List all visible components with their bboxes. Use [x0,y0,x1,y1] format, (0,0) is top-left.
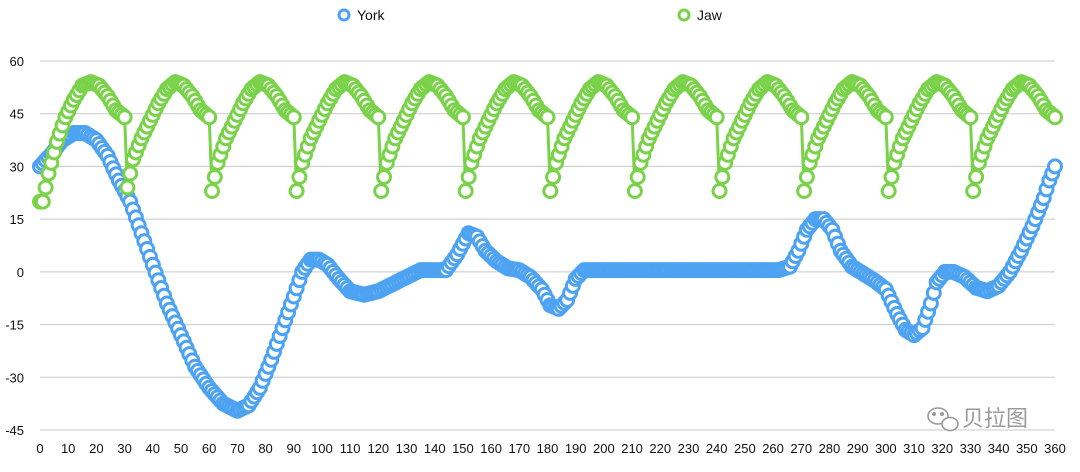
data-point [376,169,392,185]
x-tick-label: 110 [340,441,361,456]
x-tick-label: 100 [311,441,333,456]
data-point [629,169,646,185]
x-tick-label: 120 [367,441,389,456]
x-tick-label: 350 [1016,441,1038,456]
x-tick-label: 180 [537,441,559,456]
data-point [457,183,474,199]
watermark-text: 贝拉图 [962,407,1028,432]
x-tick-label: 190 [565,441,587,456]
data-point [877,109,894,126]
data-point [119,179,136,196]
data-point [624,109,641,126]
data-point [542,183,559,199]
x-tick-label: 140 [424,441,446,456]
data-point [204,183,220,199]
data-point [460,169,477,185]
data-point [291,169,308,185]
data-point [116,109,133,126]
x-tick-label: 310 [903,441,925,456]
x-tick-label: 230 [678,441,700,456]
data-point [965,183,982,199]
data-point [626,183,643,199]
data-point [708,109,725,126]
x-tick-label: 60 [202,441,216,456]
data-point [373,183,390,199]
legend-label-jaw: Jaw [697,7,723,23]
data-point [1047,158,1063,175]
x-tick-label: 330 [960,441,982,456]
data-point [962,109,979,126]
data-point [793,109,810,126]
x-tick-label: 340 [988,441,1010,456]
y-tick-label: 45 [10,107,24,122]
x-tick-label: 170 [508,441,530,456]
x-tick-label: 0 [36,441,43,456]
y-tick-label: -45 [5,423,24,438]
y-tick-label: -30 [5,370,24,385]
data-point [798,169,815,185]
series-jaw [32,74,1063,210]
x-tick-label: 210 [621,441,643,456]
x-tick-label: 250 [734,441,756,456]
data-point [454,109,471,126]
data-point [370,109,387,126]
x-tick-label: 30 [117,441,131,456]
data-point [285,109,302,126]
x-tick-label: 280 [819,441,841,456]
data-point [714,169,731,185]
y-tick-label: 30 [10,159,24,174]
data-point [883,169,900,185]
data-point [37,179,54,196]
x-tick-label: 290 [847,441,869,456]
x-axis-ticks: 0 10 20 30 40 50 60 70 80 90 100 110 120 130 140 150 160… [36,441,1065,456]
x-tick-label: 360 [1044,441,1066,456]
x-tick-label: 20 [89,441,103,456]
legend: York Jaw [337,7,723,23]
y-tick-label: -15 [5,318,24,333]
x-tick-label: 150 [452,441,474,456]
data-point [288,183,305,199]
x-tick-label: 160 [480,441,502,456]
y-axis-ticks: 60 45 30 15 0 -15 -30 -45 [5,54,24,438]
x-tick-label: 90 [287,441,301,456]
data-point [201,109,218,126]
wechat-icon [927,407,959,432]
data-point [796,183,813,199]
x-tick-label: 80 [258,441,272,456]
watermark: 贝拉图 [927,407,1028,432]
x-tick-label: 50 [174,441,188,456]
data-point [539,109,556,126]
legend-marker-jaw [677,8,691,22]
x-tick-label: 220 [649,441,671,456]
y-tick-label: 60 [10,54,24,69]
data-point [1047,109,1063,126]
legend-label-york: York [357,7,386,23]
y-tick-label: 15 [10,212,24,227]
data-point [122,165,139,182]
x-tick-label: 270 [790,441,812,456]
series-layer [32,74,1063,419]
data-point [34,193,51,210]
y-tick-label: 0 [17,265,24,280]
data-point [968,169,985,185]
data-point [711,183,728,199]
x-tick-label: 300 [875,441,897,456]
x-tick-label: 10 [61,441,75,456]
x-tick-label: 40 [146,441,160,456]
legend-item-york[interactable]: York [337,7,386,23]
series-york [32,125,1063,419]
x-tick-label: 200 [593,441,615,456]
legend-item-jaw[interactable]: Jaw [677,7,723,23]
legend-marker-york [337,8,351,22]
x-tick-label: 260 [762,441,784,456]
data-point [545,169,562,185]
data-point [206,169,223,185]
x-tick-label: 320 [931,441,953,456]
x-tick-label: 70 [230,441,244,456]
x-tick-label: 240 [706,441,728,456]
x-tick-label: 130 [396,441,418,456]
data-point [880,183,897,199]
